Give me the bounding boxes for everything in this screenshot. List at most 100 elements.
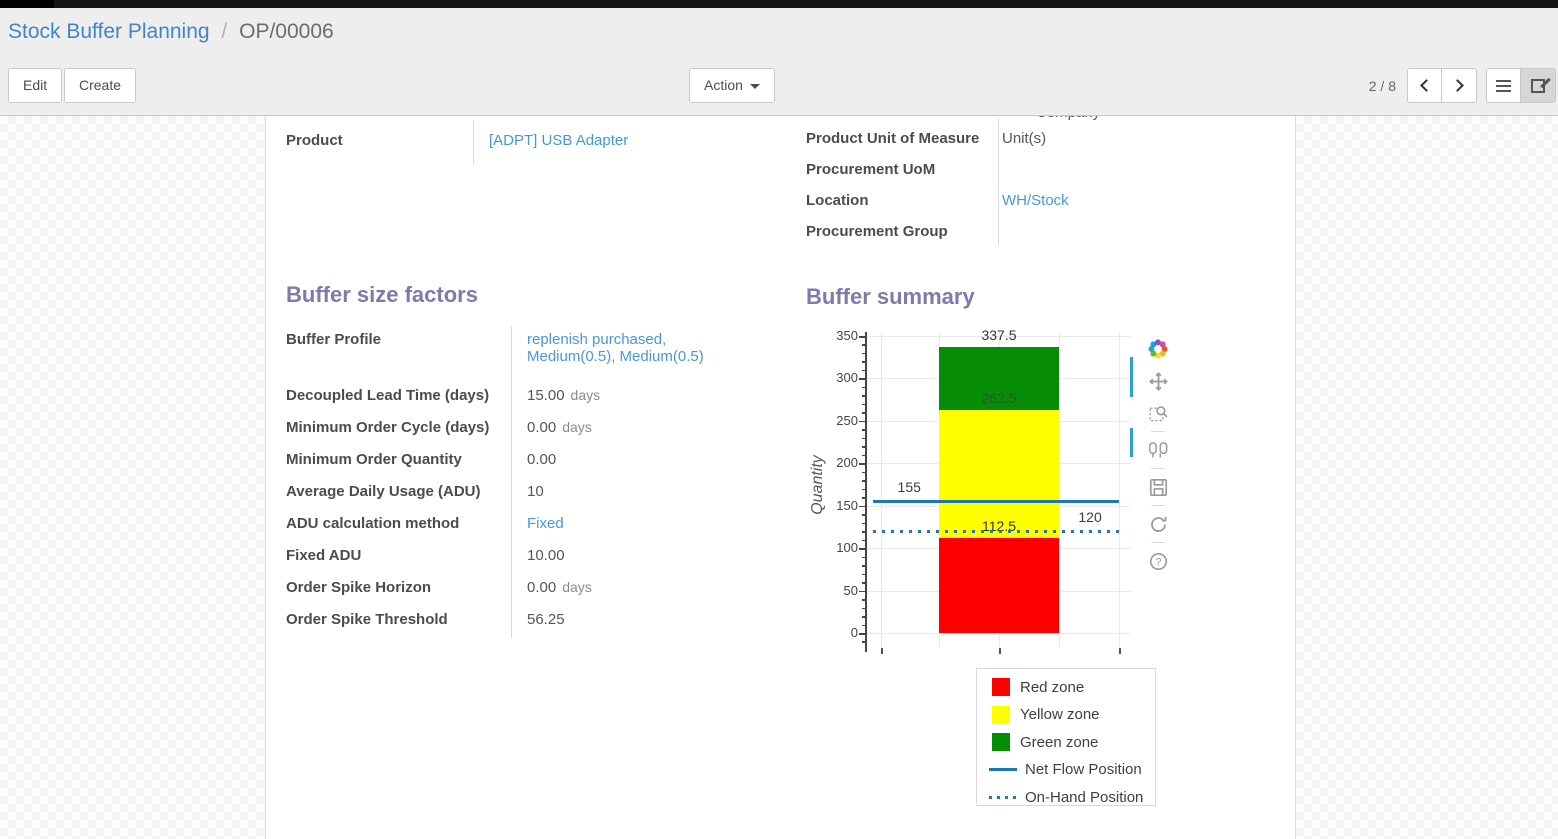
field-value-link[interactable]: replenish purchased, Medium(0.5), Medium…: [527, 331, 704, 365]
field-label: Product Unit of Measure: [806, 130, 980, 147]
field-value-text: Unit(s): [1002, 130, 1047, 147]
zone-value-label: 337.5: [981, 326, 1017, 343]
action-dropdown-button[interactable]: Action: [689, 68, 775, 103]
field-value-text: 15.00: [527, 387, 565, 404]
chart-plot-area[interactable]: 112.5 262.5 337.5 155 120: [867, 327, 1131, 654]
chart-legend: Red zone Yellow zone Green zone Net Flow Po…: [976, 668, 1156, 806]
field-row: Minimum Order Cycle (days) 0.00 days: [286, 413, 786, 445]
control-panel: Stock Buffer Planning / OP/00006 Edit Cr…: [0, 8, 1558, 116]
y-axis-tick: [862, 361, 866, 363]
pager-next-button[interactable]: [1442, 68, 1477, 103]
y-tick-label: 350: [836, 328, 858, 343]
legend-label: Red zone: [1020, 678, 1085, 696]
breadcrumb-separator: /: [221, 20, 228, 43]
legend-swatch-red-zone: [992, 678, 1010, 696]
field-value-text: 0.00: [527, 579, 557, 596]
field-value: 56.25: [511, 605, 746, 628]
reset-axes-icon[interactable]: [1145, 511, 1171, 537]
field-value[interactable]: WH/Stock: [986, 186, 1266, 209]
y-axis-tick: [862, 607, 866, 610]
legend-item[interactable]: Red zone: [977, 673, 1155, 701]
field-value[interactable]: replenish purchased, Medium(0.5), Medium…: [511, 325, 746, 365]
y-axis-tick: [862, 539, 866, 542]
create-button[interactable]: Create: [64, 68, 137, 103]
field-unit: days: [570, 387, 601, 403]
legend-item[interactable]: Yellow zone: [977, 701, 1155, 729]
y-axis-tick: [862, 395, 866, 397]
legend-item[interactable]: Net Flow Position: [977, 756, 1155, 784]
field-value-text: 0.00: [527, 451, 557, 468]
field-value[interactable]: Fixed: [511, 509, 746, 532]
y-axis-tick: [862, 386, 866, 389]
legend-item[interactable]: On-Hand Position: [977, 783, 1155, 811]
top-bar-notch: [0, 0, 54, 11]
general-left-group: Product [ADPT] USB Adapter: [286, 126, 766, 158]
field-value-link[interactable]: [ADPT] USB Adapter: [489, 132, 629, 149]
field-value: Unit(s): [986, 124, 1266, 147]
help-icon[interactable]: ?: [1145, 548, 1171, 574]
breadcrumb-parent-link[interactable]: Stock Buffer Planning: [8, 20, 210, 43]
y-axis-tick: [862, 599, 866, 601]
y-axis-tick: [862, 369, 866, 372]
buffer-summary-chart[interactable]: 112.5 262.5 337.5 155 120 0 50 100 150 200 250 300 3…: [806, 327, 1206, 665]
y-axis-tick: [859, 590, 866, 593]
field-value-link[interactable]: WH/Stock: [1002, 192, 1069, 209]
field-value-link[interactable]: Fixed: [527, 515, 564, 532]
legend-swatch-yellow-zone: [992, 705, 1010, 724]
field-label: Product: [286, 132, 343, 149]
y-axis-tick: [859, 505, 866, 508]
y-axis-tick: [862, 403, 866, 406]
legend-item[interactable]: Green zone: [977, 728, 1155, 756]
field-value: 0.00 days: [511, 413, 746, 436]
field-row: Product [ADPT] USB Adapter: [286, 126, 766, 158]
field-value: 10: [511, 477, 746, 500]
pager-nav-group: [1407, 68, 1477, 103]
y-axis-title: Quantity: [809, 455, 826, 515]
general-right-group: Product Unit of Measure Unit(s) Procuremen…: [806, 124, 1276, 248]
buffer-size-factors-title: Buffer size factors: [286, 282, 478, 307]
breadcrumb: Stock Buffer Planning / OP/00006: [8, 20, 334, 44]
plotly-logo-icon[interactable]: [1145, 336, 1171, 362]
line-on-hand-position: [873, 530, 1119, 534]
list-view-button[interactable]: [1486, 68, 1521, 103]
line-value-label: 120: [1078, 509, 1102, 526]
field-value: 15.00 days: [511, 381, 746, 404]
legend-label: Yellow zone: [1020, 706, 1100, 723]
field-row: Location WH/Stock: [806, 186, 1276, 217]
legend-swatch-net-flow-position: [989, 768, 1017, 771]
field-row: Average Daily Usage (ADU) 10: [286, 477, 786, 509]
blue-indicator-bar: [1130, 357, 1133, 397]
y-tick-label: 150: [836, 497, 858, 513]
modebar-separator: [1151, 505, 1165, 506]
zone-value-label: 112.5: [982, 517, 1016, 534]
field-value: [986, 217, 1266, 223]
legend-label: Net Flow Position: [1025, 761, 1142, 778]
blue-indicator-bar: [1130, 428, 1133, 457]
y-axis-tick: [862, 641, 866, 643]
pan-icon[interactable]: [1145, 368, 1171, 394]
y-tick-label: 300: [836, 370, 858, 386]
y-axis-tick: [862, 565, 866, 567]
save-icon[interactable]: [1145, 474, 1171, 500]
y-axis-tick: [859, 463, 866, 465]
field-value: 0.00 days: [511, 573, 746, 596]
y-axis-tick: [862, 582, 866, 584]
y-axis-tick: [862, 480, 866, 482]
pager-previous-button[interactable]: [1407, 68, 1442, 103]
y-axis-tick: [859, 420, 866, 423]
hover-compare-icon[interactable]: [1145, 437, 1171, 463]
form-view-button[interactable]: [1521, 68, 1556, 103]
field-row: Product Unit of Measure Unit(s): [806, 124, 1276, 155]
y-axis-tick: [859, 378, 866, 380]
chevron-right-icon: [1451, 79, 1464, 92]
gridline: [881, 332, 882, 648]
edit-button[interactable]: Edit: [8, 68, 63, 103]
breadcrumb-current: OP/00006: [239, 20, 334, 43]
x-axis-tick: [881, 648, 883, 654]
field-value[interactable]: [ADPT] USB Adapter: [473, 126, 746, 149]
zone-yellow-zone: [939, 410, 1059, 538]
form-view-icon: [1531, 78, 1545, 93]
y-axis-tick: [862, 531, 866, 533]
top-black-bar: [0, 0, 1558, 11]
box-zoom-icon[interactable]: [1145, 400, 1171, 426]
